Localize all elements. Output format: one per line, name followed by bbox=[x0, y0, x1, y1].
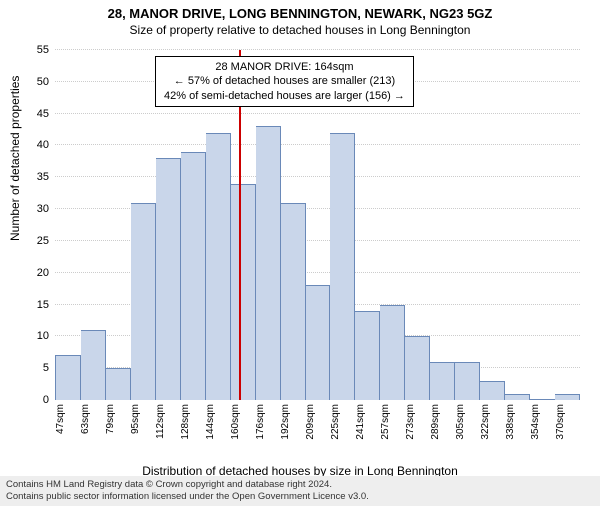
y-tick-label: 20 bbox=[37, 267, 55, 279]
x-axis-ticks: 47sqm63sqm79sqm95sqm112sqm128sqm144sqm16… bbox=[55, 400, 580, 435]
annotation-line: 42% of semi-detached houses are larger (… bbox=[164, 89, 405, 103]
y-tick-label: 50 bbox=[37, 76, 55, 88]
y-tick-label: 30 bbox=[37, 203, 55, 215]
histogram-bar bbox=[206, 133, 231, 400]
annotation-line: ← 57% of detached houses are smaller (21… bbox=[164, 74, 405, 88]
x-tick-label: 241sqm bbox=[355, 404, 366, 440]
x-tick-label: 160sqm bbox=[230, 404, 241, 440]
x-tick-label: 322sqm bbox=[480, 404, 491, 440]
histogram-bar bbox=[405, 336, 430, 400]
histogram-bar bbox=[281, 203, 306, 400]
histogram-bar bbox=[81, 330, 106, 400]
x-tick-label: 354sqm bbox=[530, 404, 541, 440]
histogram-bar bbox=[231, 184, 256, 400]
page-title-address: 28, MANOR DRIVE, LONG BENNINGTON, NEWARK… bbox=[0, 6, 600, 21]
x-tick-label: 95sqm bbox=[130, 404, 141, 434]
y-tick-label: 40 bbox=[37, 139, 55, 151]
histogram-bar bbox=[256, 126, 281, 400]
x-tick-label: 257sqm bbox=[380, 404, 391, 440]
x-tick-label: 305sqm bbox=[455, 404, 466, 440]
histogram-bar bbox=[106, 368, 131, 400]
x-tick-label: 79sqm bbox=[105, 404, 116, 434]
histogram-bar bbox=[330, 133, 355, 400]
footer-line-2: Contains public sector information licen… bbox=[6, 491, 594, 503]
y-tick-label: 45 bbox=[37, 108, 55, 120]
y-tick-label: 35 bbox=[37, 171, 55, 183]
y-tick-label: 25 bbox=[37, 235, 55, 247]
x-tick-label: 338sqm bbox=[505, 404, 516, 440]
histogram-bar bbox=[131, 203, 156, 400]
x-tick-label: 273sqm bbox=[405, 404, 416, 440]
x-tick-label: 209sqm bbox=[305, 404, 316, 440]
histogram-bar bbox=[355, 311, 380, 400]
data-attribution-footer: Contains HM Land Registry data © Crown c… bbox=[0, 476, 600, 506]
histogram-bar bbox=[455, 362, 480, 400]
histogram-bar bbox=[55, 355, 81, 400]
x-tick-label: 63sqm bbox=[80, 404, 91, 434]
property-annotation-box: 28 MANOR DRIVE: 164sqm← 57% of detached … bbox=[155, 56, 414, 107]
page-subtitle: Size of property relative to detached ho… bbox=[0, 23, 600, 37]
x-tick-label: 128sqm bbox=[180, 404, 191, 440]
x-tick-label: 47sqm bbox=[55, 404, 66, 434]
histogram-bar bbox=[480, 381, 505, 400]
annotation-line: 28 MANOR DRIVE: 164sqm bbox=[164, 60, 405, 74]
y-tick-label: 15 bbox=[37, 299, 55, 311]
histogram-bar bbox=[380, 305, 405, 400]
x-tick-label: 112sqm bbox=[155, 404, 166, 439]
x-tick-label: 192sqm bbox=[280, 404, 291, 440]
y-axis-label: Number of detached properties bbox=[8, 76, 22, 241]
histogram-bar bbox=[181, 152, 206, 400]
histogram-bar bbox=[430, 362, 455, 400]
y-tick-label: 55 bbox=[37, 44, 55, 56]
histogram-bar bbox=[306, 285, 331, 400]
x-tick-label: 176sqm bbox=[255, 404, 266, 440]
y-tick-label: 0 bbox=[43, 394, 55, 406]
x-tick-label: 289sqm bbox=[430, 404, 441, 440]
histogram-chart: 0510152025303540455055 28 MANOR DRIVE: 1… bbox=[55, 50, 580, 435]
x-tick-label: 225sqm bbox=[330, 404, 341, 440]
histogram-bar bbox=[156, 158, 181, 400]
x-tick-label: 370sqm bbox=[555, 404, 566, 440]
y-tick-label: 5 bbox=[43, 362, 55, 374]
y-tick-label: 10 bbox=[37, 330, 55, 342]
x-tick-label: 144sqm bbox=[205, 404, 216, 440]
footer-line-1: Contains HM Land Registry data © Crown c… bbox=[6, 479, 594, 491]
